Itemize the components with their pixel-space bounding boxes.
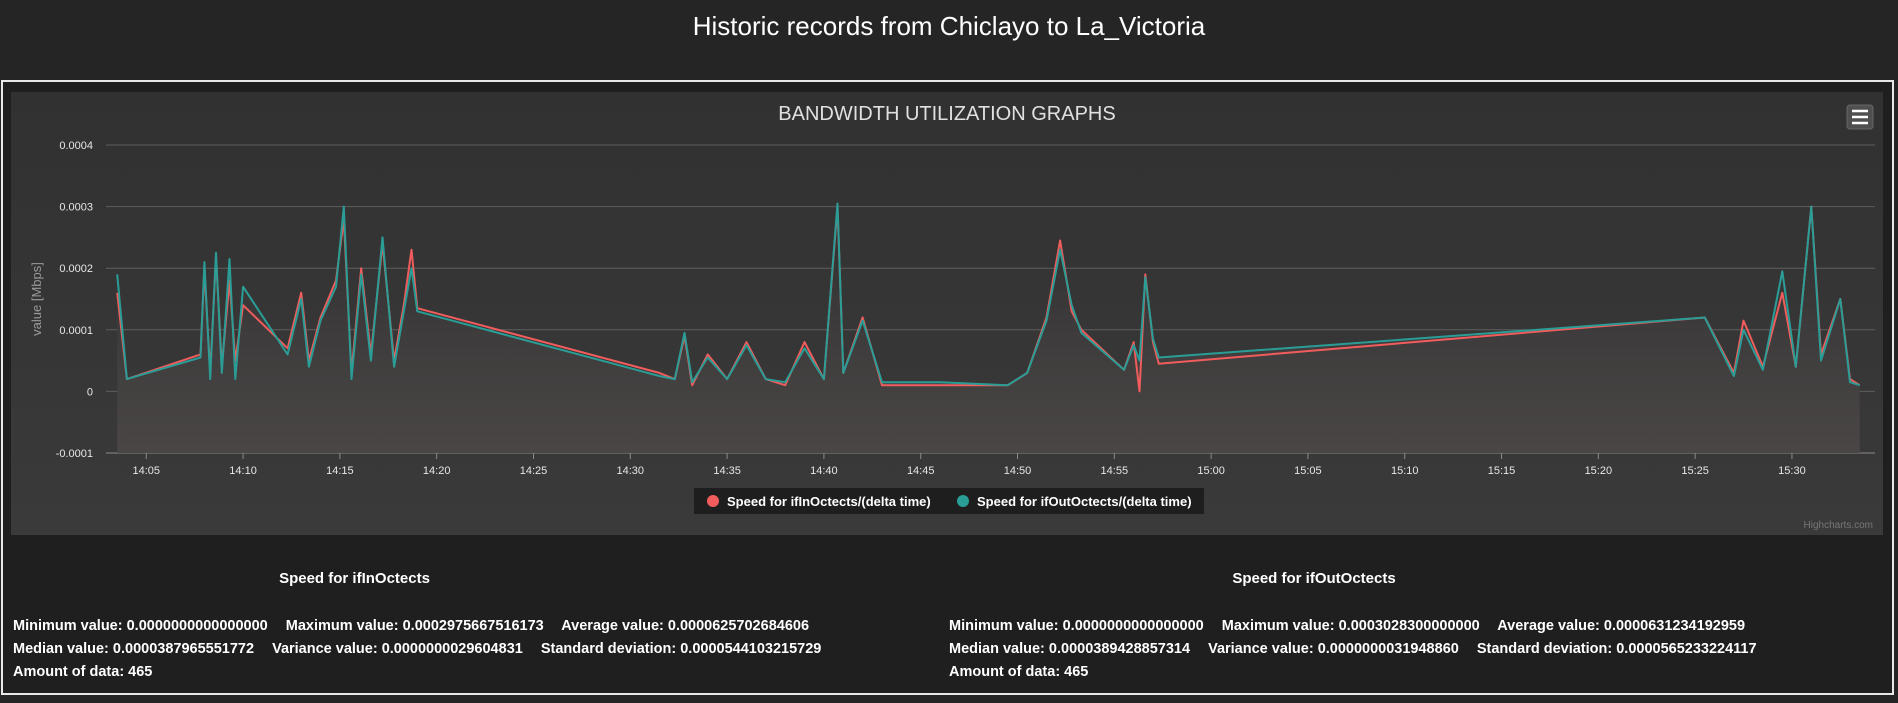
x-tick-label: 14:45: [907, 465, 935, 477]
stats-out-line-3: Amount of data: 465: [949, 664, 1102, 680]
stats-in-line-2: Median value: 0.0000387965551772 Varianc…: [13, 641, 835, 657]
legend-box: [694, 488, 1204, 514]
chart-title: BANDWIDTH UTILIZATION GRAPHS: [778, 103, 1115, 125]
x-tick-label: 14:05: [133, 465, 161, 477]
stats-out-avg: Average value: 0.0000631234192959: [1497, 618, 1746, 634]
x-tick-label: 14:40: [810, 465, 838, 477]
x-tick-label: 14:35: [713, 465, 741, 477]
y-tick-label: 0: [87, 386, 93, 398]
x-tick-label: 14:15: [326, 465, 354, 477]
x-tick-label: 15:10: [1391, 465, 1419, 477]
stats-out-line-2: Median value: 0.0000389428857314 Varianc…: [949, 641, 1771, 657]
legend-label-out[interactable]: Speed for ifOutOctects/(delta time): [977, 494, 1192, 509]
stats-in-amount: Amount of data: 465: [13, 664, 153, 680]
stats-out-title: Speed for ifOutOctects: [1232, 570, 1396, 587]
hamburger-menu-icon: [1852, 109, 1868, 125]
y-tick-label: 0.0003: [59, 202, 93, 214]
x-tick-label: 15:15: [1488, 465, 1516, 477]
stats-out-min: Minimum value: 0.0000000000000000: [949, 618, 1204, 634]
y-tick-label: 0.0004: [59, 140, 93, 152]
x-tick-label: 14:20: [423, 465, 451, 477]
stats-in-max: Maximum value: 0.0002975667516173: [285, 618, 544, 634]
stats-out-stddev: Standard deviation: 0.0000565233224117: [1476, 641, 1757, 657]
x-tick-label: 15:25: [1681, 465, 1709, 477]
chart-menu-button[interactable]: [1846, 104, 1874, 130]
stats-in-line-1: Minimum value: 0.0000000000000000 Maximu…: [13, 618, 823, 634]
page-title: Historic records from Chiclayo to La_Vic…: [692, 11, 1206, 41]
y-axis-label: value [Mbps]: [29, 262, 44, 336]
legend-marker-out: [957, 495, 969, 507]
x-tick-label: 14:30: [617, 465, 645, 477]
chart: BANDWIDTH UTILIZATION GRAPHS -0.0001 0 0.0…: [11, 92, 1883, 535]
y-tick-label: 0.0002: [59, 263, 93, 275]
x-tick-label: 14:55: [1101, 465, 1129, 477]
x-tick-label: 14:10: [229, 465, 257, 477]
stats-in-title: Speed for ifInOctects: [279, 570, 430, 587]
chart-legend: Speed for ifInOctects/(delta time) Speed…: [694, 488, 1204, 514]
stats-in-median: Median value: 0.0000387965551772: [13, 641, 255, 657]
stats-in-line-3: Amount of data: 465: [13, 664, 166, 680]
stats-in-stddev: Standard deviation: 0.0000544103215729: [540, 641, 822, 657]
legend-label-in[interactable]: Speed for ifInOctects/(delta time): [727, 494, 931, 509]
stats-out-line-1: Minimum value: 0.0000000000000000 Maximu…: [949, 618, 1759, 634]
stats-in-min: Minimum value: 0.0000000000000000: [13, 618, 268, 634]
series-area-fill: [117, 203, 1860, 453]
stats-out-amount: Amount of data: 465: [949, 664, 1089, 680]
stats-out-max: Maximum value: 0.0003028300000000: [1221, 618, 1480, 634]
stats-out-median: Median value: 0.0000389428857314: [949, 641, 1191, 657]
y-tick-labels: -0.0001 0 0.0001 0.0002 0.0003 0.0004: [56, 140, 93, 460]
x-tick-label: 14:25: [520, 465, 548, 477]
stats-out-variance: Variance value: 0.0000000031948860: [1208, 641, 1459, 657]
x-tick-label: 14:50: [1004, 465, 1032, 477]
x-tick-label: 15:20: [1585, 465, 1613, 477]
x-tick-labels: 14:05 14:10 14:15 14:20 14:25 14:30 14:35 14:40…: [133, 453, 1806, 477]
legend-item-in[interactable]: Speed for ifInOctects/(delta time): [707, 494, 931, 509]
legend-item-out[interactable]: Speed for ifOutOctects/(delta time): [957, 494, 1192, 509]
x-tick-label: 15:30: [1778, 465, 1806, 477]
y-tick-label: -0.0001: [56, 448, 93, 460]
y-tick-label: 0.0001: [59, 325, 93, 337]
legend-marker-in: [707, 495, 719, 507]
x-tick-label: 15:05: [1294, 465, 1322, 477]
stats-in-avg: Average value: 0.0000625702684606: [561, 618, 810, 634]
series-out-line: [116, 202, 1860, 387]
x-tick-label: 15:00: [1197, 465, 1225, 477]
stats-in-variance: Variance value: 0.0000000029604831: [272, 641, 523, 657]
chart-credits[interactable]: Highcharts.com: [1804, 520, 1873, 531]
